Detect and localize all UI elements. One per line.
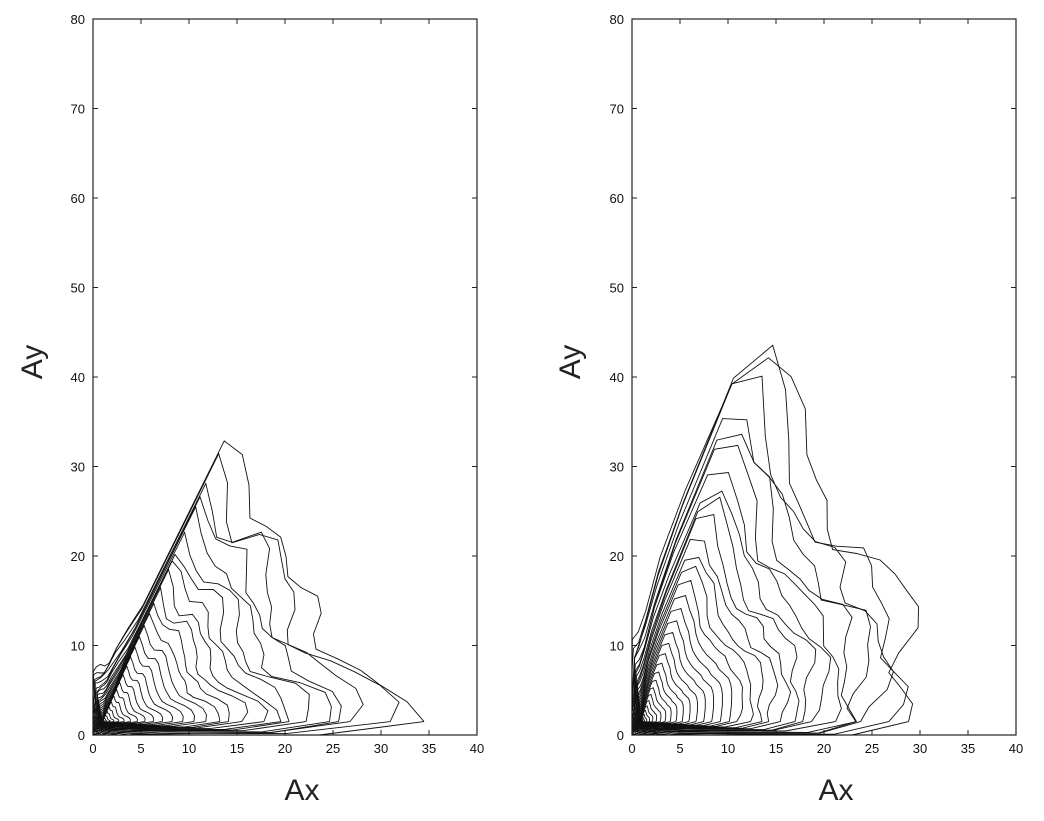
- y-tick-label: 40: [71, 370, 85, 385]
- contour-line: [632, 418, 871, 734]
- contour-line: [631, 357, 919, 736]
- x-tick-label: 10: [182, 741, 196, 756]
- y-tick-label: 80: [610, 12, 624, 27]
- x-tick-label: 15: [230, 741, 244, 756]
- x-tick-label: 25: [326, 741, 340, 756]
- y-tick-label: 50: [71, 281, 85, 296]
- contour-line: [98, 612, 221, 728]
- y-tick-label: 10: [610, 639, 624, 654]
- y-tick-label: 10: [71, 639, 85, 654]
- y-tick-label: 40: [610, 370, 624, 385]
- x-tick-label: 20: [817, 741, 831, 756]
- x-tick-label: 40: [1009, 741, 1023, 756]
- contour-lines: [92, 440, 425, 736]
- left-contour-panel: 0 5 10 15 20 25 30 35 40 0 10 20 30 40 50 60 70 80 Ax Ay: [16, 12, 484, 807]
- x-tick-label: 20: [278, 741, 292, 756]
- contour-lines: [631, 344, 919, 736]
- x-tick-label: 40: [470, 741, 484, 756]
- contour-line: [92, 440, 425, 736]
- right-contour-panel: 0 5 10 15 20 25 30 35 40 0 10 20 30 40 50 60 70 80 Ax Ay: [554, 12, 1023, 807]
- x-tick-label: 5: [137, 741, 144, 756]
- y-tick-label: 80: [71, 12, 85, 27]
- contour-line: [634, 490, 817, 731]
- y-tick-label: 30: [610, 460, 624, 475]
- x-tick-label: 30: [374, 741, 388, 756]
- y-tick-label: 20: [71, 549, 85, 564]
- contour-line: [95, 553, 290, 731]
- x-tick-label: 0: [89, 741, 96, 756]
- x-tick-label: 5: [676, 741, 683, 756]
- x-tick-label: 35: [422, 741, 436, 756]
- x-tick-label: 35: [961, 741, 975, 756]
- x-tick-label: 15: [769, 741, 783, 756]
- x-axis-title: Ax: [284, 774, 319, 807]
- y-tick-label: 30: [71, 460, 85, 475]
- y-tick-label: 50: [610, 281, 624, 296]
- y-tick-label: 20: [610, 549, 624, 564]
- y-tick-label: 70: [71, 102, 85, 117]
- y-tick-label: 70: [610, 102, 624, 117]
- x-tick-label: 25: [865, 741, 879, 756]
- y-tick-label: 0: [78, 728, 85, 743]
- contour-line: [94, 495, 342, 734]
- x-axis-title: Ax: [818, 774, 853, 807]
- contour-line: [96, 560, 282, 731]
- y-tick-label: 0: [617, 728, 624, 743]
- y-axis-title: Ay: [554, 345, 587, 379]
- y-axis-title: Ay: [16, 345, 49, 379]
- x-tick-label: 30: [913, 741, 927, 756]
- x-tick-label: 10: [721, 741, 735, 756]
- y-tick-label: 60: [610, 191, 624, 206]
- y-tick-label: 60: [71, 191, 85, 206]
- x-tick-label: 0: [628, 741, 635, 756]
